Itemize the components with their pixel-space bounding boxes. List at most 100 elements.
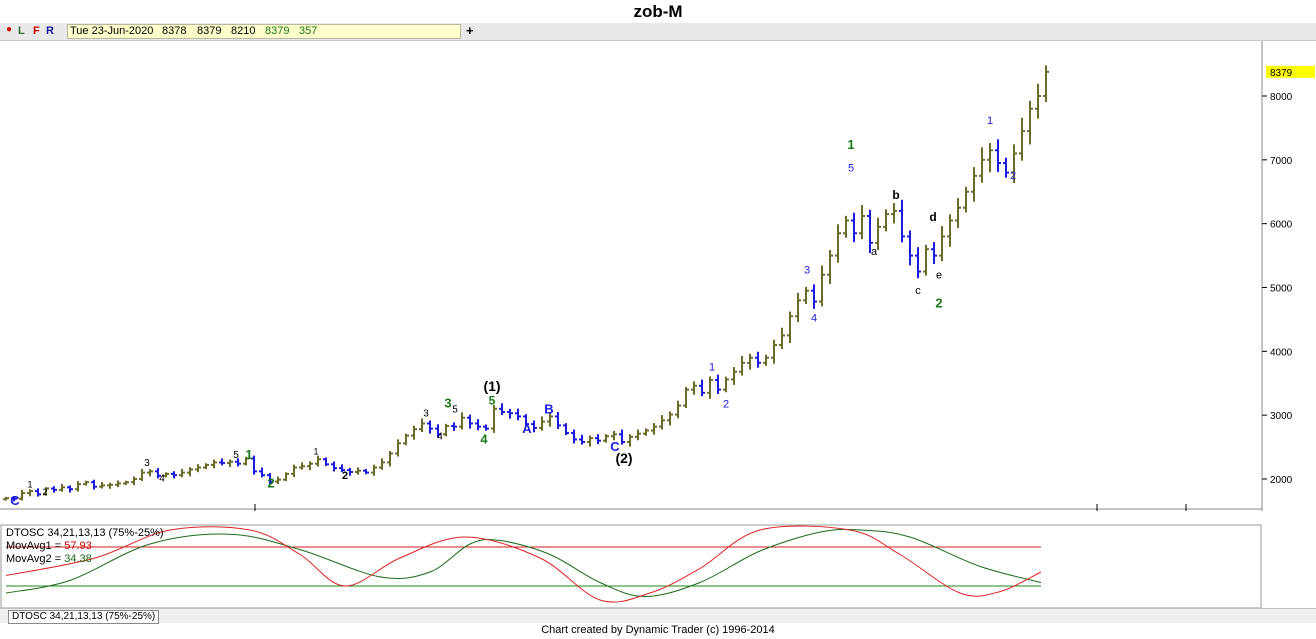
price-bar (779, 327, 785, 350)
record-dot-icon[interactable]: ● (6, 24, 13, 35)
price-bar (283, 472, 289, 482)
price-bar (827, 249, 833, 285)
toolbar-f-button[interactable]: F (33, 25, 40, 37)
wave-label: C (610, 439, 620, 454)
info-date: Tue 23-Jun-2020 (70, 25, 154, 37)
price-bar (299, 462, 305, 470)
price-bar (683, 387, 689, 409)
price-bar (563, 423, 569, 436)
oscillator-legend: DTOSC 34,21,13,13 (75%-25%) MovAvg1 = 57… (6, 527, 164, 566)
wave-label: 1 (313, 447, 318, 457)
add-plus-icon[interactable]: + (466, 23, 474, 38)
price-bar (547, 413, 553, 427)
wave-label: 4 (437, 431, 443, 442)
wave-label: A (522, 421, 532, 436)
wave-label: 2 (42, 487, 47, 497)
price-bar (835, 224, 841, 263)
price-bar (379, 458, 385, 470)
toolbar-r-button[interactable]: R (46, 25, 54, 37)
price-bar (867, 209, 873, 254)
wave-label: 1 (847, 137, 854, 152)
y-tick-label: 6000 (1270, 220, 1293, 231)
oscillator-frame (0, 524, 1262, 609)
price-bar (619, 429, 625, 445)
price-bar (755, 351, 761, 368)
price-bar (747, 353, 753, 370)
wave-label: 5 (489, 393, 496, 407)
price-chart[interactable]: 20003000400050006000700080002021228379C1… (0, 41, 1316, 511)
info-toolbar: ● L F R Tue 23-Jun-2020 8378 8379 8210 8… (0, 23, 1316, 41)
info-open: 8378 (162, 25, 187, 37)
price-bar (523, 414, 529, 427)
wave-label: 1 (245, 447, 252, 462)
price-bar (987, 142, 993, 173)
price-bar (155, 468, 161, 479)
legend-movavg1: MovAvg1 = 57.93 (6, 540, 92, 552)
movavg2-line (5, 528, 1042, 598)
wave-label: c (915, 285, 921, 297)
info-volume: 357 (299, 25, 318, 37)
price-bar (43, 487, 49, 496)
price-bar (1011, 144, 1017, 184)
price-bar (715, 374, 721, 394)
price-bar (923, 244, 929, 276)
price-bar (347, 467, 353, 476)
price-bar (971, 167, 977, 202)
wave-label: (1) (483, 378, 500, 394)
price-bar (587, 435, 593, 447)
price-bar (947, 214, 953, 247)
price-bar (371, 464, 377, 476)
price-bar (979, 147, 985, 183)
last-price-label: 8379 (1270, 68, 1293, 79)
price-bar (123, 480, 129, 485)
price-bar (195, 464, 201, 473)
price-bar (411, 425, 417, 440)
price-bar (395, 439, 401, 457)
info-close: 8379 (265, 25, 290, 37)
price-bar (771, 339, 777, 364)
wave-label: 2 (935, 295, 942, 310)
wave-label: b (892, 188, 899, 202)
price-bar (1027, 100, 1033, 145)
price-bar (851, 212, 857, 243)
wave-label: (2) (615, 450, 632, 466)
price-bar (75, 481, 81, 492)
legend-movavg2: MovAvg2 = 34.38 (6, 553, 92, 565)
price-bar (19, 489, 25, 501)
price-bar (843, 215, 849, 238)
price-bar (787, 311, 793, 343)
price-bar (267, 473, 273, 486)
wave-label: 4 (480, 431, 488, 446)
price-bar (227, 459, 233, 468)
price-bar (803, 286, 809, 304)
wave-label: 2 (342, 470, 348, 482)
price-bar (403, 433, 409, 446)
tab-dtosc[interactable]: DTOSC 34,21,13,13 (75%-25%) (8, 610, 160, 624)
price-bar (931, 242, 937, 265)
price-bar (339, 464, 345, 473)
price-bar (83, 480, 89, 486)
price-bar (907, 230, 913, 266)
legend-dtosc: DTOSC 34,21,13,13 (75%-25%) (6, 527, 164, 539)
price-bar (419, 418, 425, 433)
price-bar (259, 467, 265, 478)
price-bar (955, 198, 961, 229)
price-bar (243, 456, 249, 466)
price-bar (99, 481, 105, 489)
last-price-marker (1266, 65, 1315, 78)
price-bar (811, 284, 817, 309)
price-bar (459, 412, 465, 430)
price-bar (203, 463, 209, 470)
price-bar (363, 469, 369, 475)
toolbar-l-button[interactable]: L (18, 25, 25, 37)
price-bar (939, 226, 945, 262)
wave-label: 4 (811, 312, 817, 324)
y-tick-label: 3000 (1270, 411, 1293, 422)
y-tick-label: 5000 (1270, 284, 1293, 295)
price-bar (451, 422, 457, 431)
price-bar (723, 376, 729, 393)
price-bar (35, 488, 41, 497)
price-bar (643, 428, 649, 436)
wave-label: a (871, 246, 878, 258)
price-bar (627, 434, 633, 447)
